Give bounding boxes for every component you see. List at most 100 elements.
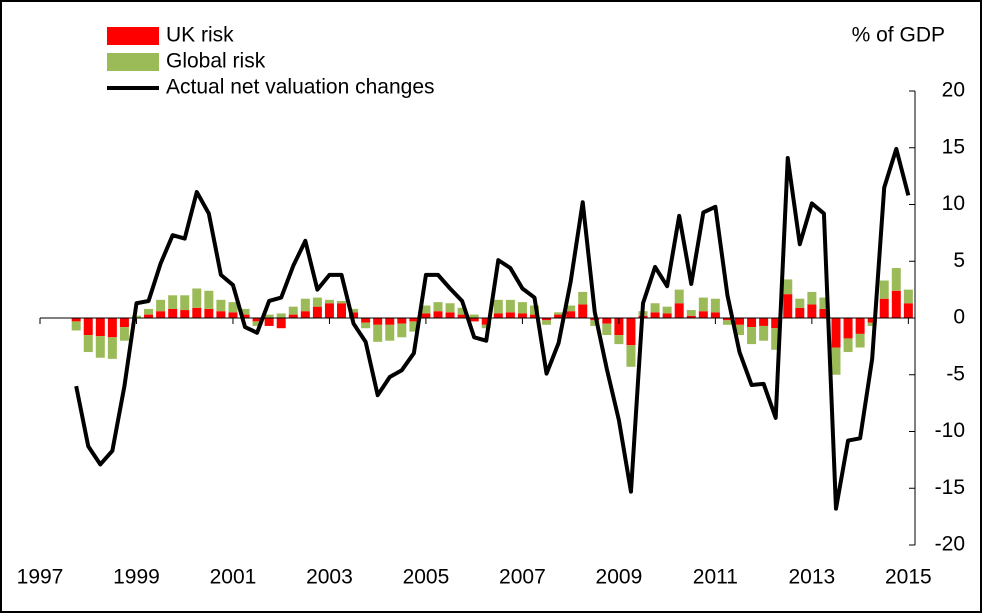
bar [481,324,491,329]
bar [83,318,93,336]
bar [349,312,359,318]
legend-swatch [107,27,159,45]
legend-label: Global risk [166,50,266,73]
x-tick-label: 1999 [113,566,160,589]
bar [566,305,576,312]
bar [95,318,105,337]
bar [156,311,166,318]
bar [312,306,322,318]
bar [807,291,817,305]
bar [819,308,829,318]
bar [361,318,371,323]
bar [686,310,696,316]
bar [264,314,274,318]
bar [747,318,757,328]
bar [517,302,527,314]
bar [240,308,250,315]
bar [698,311,708,318]
bar [710,298,720,313]
bar [783,294,793,318]
bar [337,300,347,304]
bar [228,312,238,318]
bar [373,324,383,342]
bar [204,308,214,318]
bar [771,318,781,329]
line [74,146,911,511]
bar [867,318,877,323]
bar [397,323,407,338]
bar [710,312,720,318]
bar [867,322,877,326]
bar [879,280,889,299]
bar [831,318,841,348]
x-tick-label: 2007 [499,566,546,589]
y-tick-label: -15 [935,476,965,499]
bar [385,324,395,341]
bar [578,291,588,305]
bar [180,295,190,311]
bar [662,306,672,314]
bar [602,323,612,336]
bar [542,320,552,325]
bar [722,320,732,325]
bar [445,303,455,313]
x-tick-label: 2009 [596,566,643,589]
bar [831,347,841,375]
y-tick-label: 10 [942,192,965,215]
bar [554,312,564,315]
bar [578,304,588,318]
bar [735,324,745,336]
bar [481,318,491,325]
bar [421,305,431,314]
bar [903,289,913,304]
bar [457,314,467,318]
bar [240,314,250,318]
bar [445,312,455,318]
bar [300,311,310,318]
bar [95,336,105,358]
bar [204,290,214,309]
bar [795,298,805,308]
bar [349,308,359,313]
bar [433,302,443,312]
bar [119,318,129,328]
bar [783,279,793,295]
bar [264,318,274,326]
bar [312,297,322,307]
bar [686,315,696,318]
bar [747,327,757,345]
bar [180,310,190,318]
bar [759,325,769,341]
bar [168,308,178,318]
bar [529,314,539,318]
bar [722,318,732,321]
bar [421,313,431,318]
bar [409,321,419,332]
bar [192,288,202,308]
bar [735,318,745,325]
bar [505,299,515,313]
bar [216,299,226,312]
bar [107,337,117,359]
bar [469,314,479,318]
bar [337,303,347,318]
bar [626,318,636,346]
y-tick-label: 0 [953,306,965,329]
x-tick-label: 2011 [693,566,738,589]
x-tick-label: 2003 [306,566,353,589]
bar [674,289,684,304]
bar [144,314,154,318]
bar [843,338,853,353]
legend-label: Actual net valuation changes [166,76,435,99]
bar [252,318,262,322]
y-tick-label: 15 [942,135,965,158]
x-tick-label: 2005 [403,566,450,589]
bar [288,314,298,318]
bar [107,318,117,338]
bar [469,318,479,322]
bar [590,320,600,326]
bar [517,313,527,318]
bar [168,295,178,309]
bar [324,299,334,304]
